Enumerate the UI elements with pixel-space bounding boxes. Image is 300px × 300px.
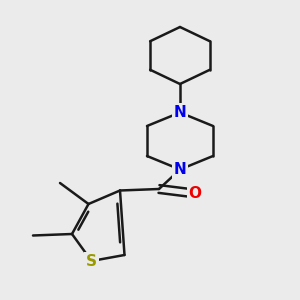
Text: O: O (188, 186, 202, 201)
Text: N: N (174, 162, 186, 177)
Text: S: S (86, 254, 97, 268)
Text: N: N (174, 105, 186, 120)
